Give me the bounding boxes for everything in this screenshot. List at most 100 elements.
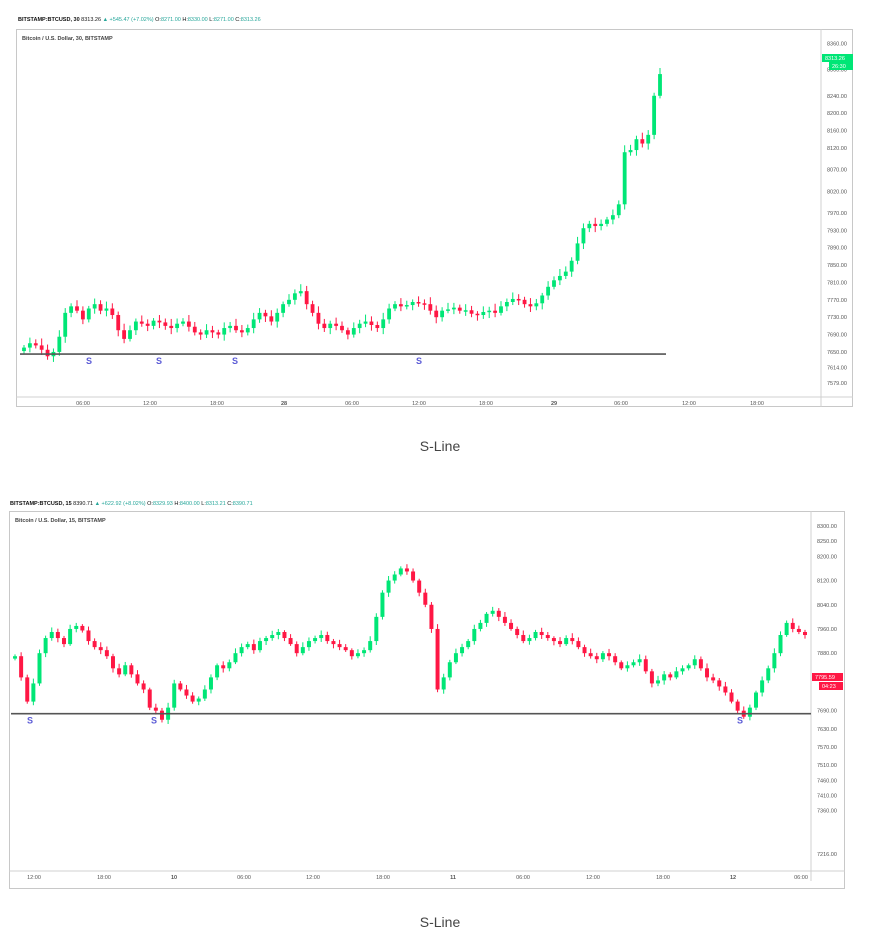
y-tick-label: 7216.00 xyxy=(817,852,837,858)
candle-body xyxy=(313,638,318,642)
x-tick-label: 10 xyxy=(171,875,177,881)
candle-body xyxy=(33,343,38,346)
candle-body xyxy=(288,638,293,645)
x-tick-label: 18:00 xyxy=(97,875,111,881)
chart-frame xyxy=(16,29,853,407)
symbol-header: BITSTAMP:BTCUSD, 15 8390.71 ▲ +622.92 (+… xyxy=(10,501,253,507)
candle-body xyxy=(110,656,115,669)
candle-body xyxy=(628,150,633,153)
candle-body xyxy=(337,644,342,648)
candle-body xyxy=(264,638,269,642)
candle-body xyxy=(275,312,280,322)
candle-body xyxy=(92,641,97,648)
candle-body xyxy=(196,698,201,702)
candle-body xyxy=(319,635,324,639)
candle-body xyxy=(287,299,291,305)
candle-body xyxy=(68,628,73,645)
y-tick-label: 8120.00 xyxy=(827,146,847,152)
y-tick-label: 7460.00 xyxy=(817,778,837,784)
candle-body xyxy=(328,323,333,329)
y-tick-label: 8300.00 xyxy=(817,524,837,530)
support-marker: S xyxy=(416,356,422,366)
candle-body xyxy=(75,306,79,311)
x-tick-label: 28 xyxy=(281,401,287,407)
y-tick-label: 7960.00 xyxy=(817,627,837,633)
candle-body xyxy=(86,308,91,320)
candle-body xyxy=(463,310,468,312)
candle-body xyxy=(392,574,397,581)
y-tick-label: 7890.00 xyxy=(827,246,847,252)
candle-body xyxy=(404,305,409,307)
candle-body xyxy=(613,656,618,663)
candle-body xyxy=(245,644,250,648)
candle-body xyxy=(656,680,661,684)
candle-body xyxy=(208,677,213,690)
candle-body xyxy=(86,630,91,642)
candle-body xyxy=(190,695,195,702)
x-tick-label: 06:00 xyxy=(237,875,251,881)
candle-body xyxy=(202,689,207,699)
candle-body xyxy=(528,304,533,307)
candlestick-chart-15[interactable]: 8300.00 8250.00 8200.00 8120.00 8040.00 7960.… xyxy=(9,511,845,889)
candle-body xyxy=(381,319,386,329)
candle-body xyxy=(398,304,403,307)
candle-body xyxy=(357,323,362,329)
candle-body xyxy=(754,692,758,708)
candle-body xyxy=(662,674,667,681)
candle-body xyxy=(496,610,501,617)
candle-body xyxy=(766,668,771,681)
candle-body xyxy=(362,650,367,654)
candle-body xyxy=(159,710,164,720)
candle-body xyxy=(599,223,604,227)
candle-body xyxy=(349,650,354,657)
candle-body xyxy=(92,304,97,309)
candle-body xyxy=(239,647,244,654)
y-tick-label: 7970.00 xyxy=(827,211,847,217)
candle-body xyxy=(19,656,24,678)
candle-body xyxy=(37,653,42,684)
candlestick-chart-30[interactable]: 8360.00 8300.00 8240.00 8200.00 8160.00 8120.… xyxy=(16,29,853,407)
candle-body xyxy=(545,635,550,639)
candle-body xyxy=(453,653,458,663)
candle-body xyxy=(228,325,233,329)
x-tick-label: 11 xyxy=(450,875,456,881)
candle-body xyxy=(466,641,471,648)
candle-body xyxy=(345,330,350,335)
candle-body xyxy=(251,644,256,651)
candle-body xyxy=(410,302,415,306)
candle-body xyxy=(576,641,581,648)
candle-body xyxy=(619,662,624,669)
x-tick-label: 18:00 xyxy=(750,401,764,407)
candle-body xyxy=(622,152,627,205)
candle-body xyxy=(460,647,465,654)
y-tick-label: 8040.00 xyxy=(817,603,837,609)
y-tick-label: 8360.00 xyxy=(827,42,847,48)
candle-body xyxy=(723,686,728,693)
y-tick-label: 8160.00 xyxy=(827,129,847,135)
candle-body xyxy=(257,312,262,320)
y-tick-label: 8240.00 xyxy=(827,94,847,100)
candle-body xyxy=(423,592,428,605)
price-tag-bg xyxy=(822,54,853,62)
y-tick-label: 7930.00 xyxy=(827,228,847,234)
candle-body xyxy=(192,326,197,333)
support-marker: S xyxy=(86,356,92,366)
candle-body xyxy=(522,299,527,305)
candle-body xyxy=(582,647,587,654)
x-tick-label: 06:00 xyxy=(794,875,808,881)
y-tick-label: 7630.00 xyxy=(817,727,837,733)
candle-body xyxy=(588,653,593,657)
candle-body xyxy=(153,707,158,711)
candle-body xyxy=(369,321,374,326)
candle-body xyxy=(698,659,703,669)
candle-body xyxy=(147,689,152,708)
timer-tag-bg xyxy=(819,682,843,690)
candle-body xyxy=(110,308,115,316)
candle-body xyxy=(25,677,30,702)
candle-body xyxy=(169,325,174,329)
y-tick-label: 7614.00 xyxy=(827,366,847,372)
candle-body xyxy=(634,139,639,151)
candle-body xyxy=(581,228,586,244)
candle-body xyxy=(717,680,722,687)
figure-1: BITSTAMP:BTCUSD, 30 8313.26 ▲ +545.47 (+… xyxy=(16,17,853,454)
